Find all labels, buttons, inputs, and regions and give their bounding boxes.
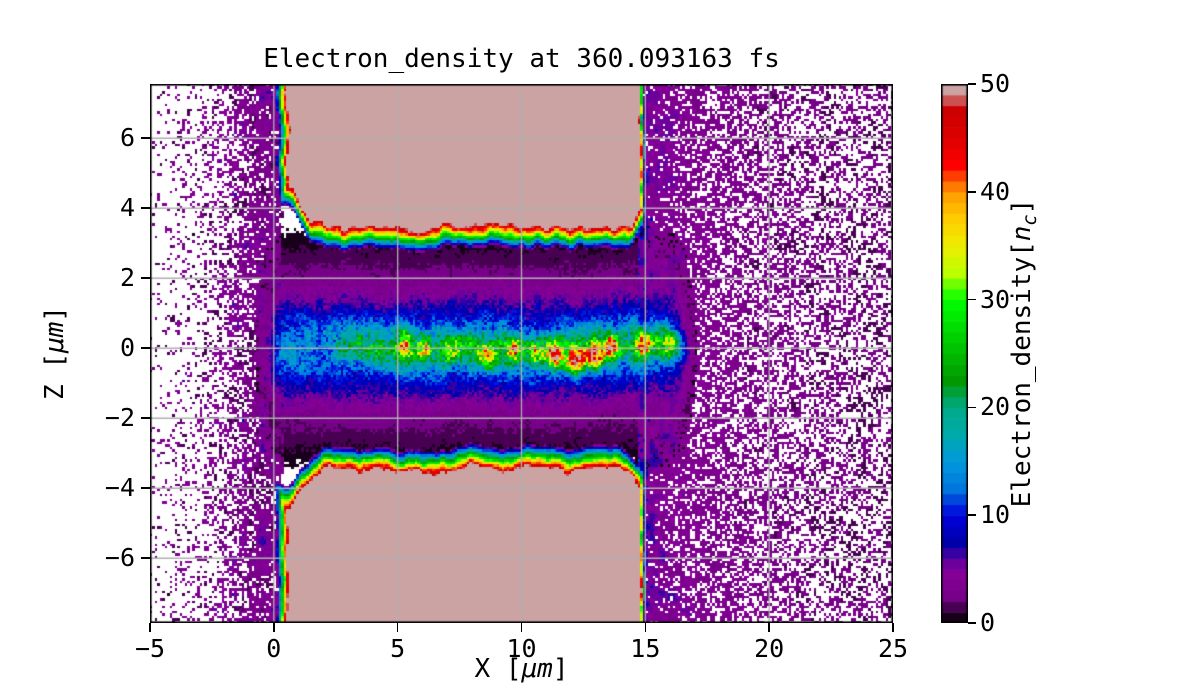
x-tick-mark	[768, 623, 770, 632]
y-tick-label: 4	[119, 193, 135, 223]
x-tick-mark	[644, 623, 647, 632]
x-tick-mark	[892, 623, 894, 632]
x-axis-label-prefix: X [	[474, 654, 522, 684]
y-tick-label: −4	[104, 473, 135, 503]
colorbar-label-suffix: ]	[1006, 198, 1037, 215]
x-tick-label: −5	[134, 634, 166, 663]
y-axis-label-unit: μm	[40, 321, 70, 353]
colorbar-tick-label: 0	[980, 608, 996, 637]
y-tick-mark	[141, 557, 150, 560]
x-axis-label-suffix: ]	[552, 654, 569, 684]
y-tick-label: −2	[104, 403, 135, 433]
x-tick-label: 5	[390, 634, 406, 663]
y-axis-label-prefix: Z [	[40, 353, 70, 400]
x-tick-label: 10	[506, 634, 537, 663]
colorbar-tick-label: 50	[980, 69, 1011, 98]
heatmap-plot-canvas	[150, 84, 893, 623]
y-axis-label-suffix: ]	[40, 306, 70, 322]
x-tick-label: 20	[754, 634, 785, 663]
colorbar-tick-label: 20	[980, 392, 1011, 422]
x-tick-mark	[396, 623, 399, 632]
colorbar-tick-mark	[968, 622, 976, 624]
colorbar-tick-label: 10	[980, 500, 1011, 530]
x-tick-mark	[273, 623, 275, 632]
colorbar-label-prefix: Electron_density[	[1006, 241, 1037, 508]
y-tick-mark	[141, 137, 150, 140]
y-tick-label: −6	[104, 543, 135, 573]
y-tick-label: 6	[119, 123, 135, 153]
colorbar-tick-mark	[968, 83, 976, 85]
chart-title: Electron_density at 360.093163 fs	[263, 44, 780, 74]
colorbar-label: Electron_density[nc]	[1007, 199, 1041, 508]
y-tick-mark	[141, 487, 150, 490]
x-tick-mark	[520, 623, 523, 632]
x-tick-label: 0	[266, 634, 282, 663]
x-tick-label: 25	[877, 634, 909, 663]
y-axis-label: Z [μm]	[40, 306, 70, 400]
y-tick-mark	[141, 207, 150, 210]
y-tick-mark	[141, 347, 150, 350]
colorbar-tick-label: 30	[980, 284, 1011, 314]
colorbar-tick-mark	[968, 298, 976, 301]
colorbar-tick-label: 40	[980, 176, 1011, 206]
y-tick-mark	[141, 417, 150, 420]
colorbar-label-var: n	[1006, 225, 1037, 242]
x-axis-label: X [μm]	[150, 654, 893, 684]
colorbar-tick-mark	[968, 514, 976, 516]
x-tick-label: 15	[630, 634, 661, 663]
y-tick-mark	[141, 277, 150, 280]
colorbar-tick-mark	[968, 406, 976, 409]
y-tick-label: 2	[119, 263, 135, 293]
colorbar-canvas	[941, 84, 968, 623]
colorbar-tick-mark	[968, 191, 976, 193]
x-tick-mark	[149, 623, 151, 632]
y-tick-label: 0	[119, 333, 135, 363]
colorbar-label-sub: c	[1020, 214, 1042, 226]
x-axis-label-unit: μm	[521, 654, 553, 684]
